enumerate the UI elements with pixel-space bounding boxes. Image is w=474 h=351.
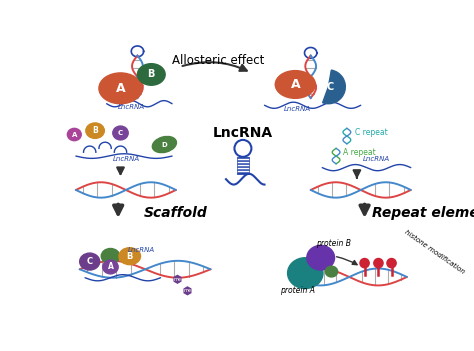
Text: me: me: [183, 288, 191, 293]
Text: Repeat element: Repeat element: [372, 206, 474, 220]
Text: C: C: [87, 257, 93, 266]
Ellipse shape: [67, 128, 81, 141]
Ellipse shape: [325, 266, 337, 277]
Ellipse shape: [307, 245, 335, 270]
Ellipse shape: [99, 73, 142, 104]
Text: B: B: [127, 252, 133, 261]
Circle shape: [387, 258, 396, 268]
Text: A: A: [116, 82, 125, 95]
Text: LncRNA: LncRNA: [118, 104, 145, 110]
Wedge shape: [323, 70, 346, 104]
Text: D: D: [162, 141, 167, 147]
Text: A: A: [108, 263, 113, 271]
Text: LncRNA: LncRNA: [213, 126, 273, 140]
Ellipse shape: [103, 260, 118, 274]
Text: LncRNA: LncRNA: [363, 157, 390, 163]
Text: me: me: [173, 277, 182, 282]
Ellipse shape: [137, 64, 165, 85]
Circle shape: [360, 258, 369, 268]
Text: Scaffold: Scaffold: [144, 206, 207, 220]
Text: protein B: protein B: [316, 239, 351, 249]
Text: LncRNA: LncRNA: [128, 246, 155, 253]
Ellipse shape: [288, 258, 323, 289]
Text: B: B: [92, 126, 98, 135]
Text: histone modification: histone modification: [403, 229, 465, 274]
Ellipse shape: [119, 248, 140, 265]
Ellipse shape: [152, 137, 176, 153]
Text: Allosteric effect: Allosteric effect: [172, 54, 264, 67]
Text: LncRNA: LncRNA: [284, 106, 311, 112]
Text: LncRNA: LncRNA: [112, 157, 139, 163]
Text: C repeat: C repeat: [355, 128, 387, 137]
Text: protein A: protein A: [280, 286, 315, 294]
Polygon shape: [184, 287, 191, 295]
Text: C: C: [326, 82, 334, 92]
Text: A: A: [72, 132, 77, 138]
Circle shape: [374, 258, 383, 268]
Text: B: B: [147, 69, 155, 79]
Polygon shape: [174, 276, 181, 283]
Ellipse shape: [86, 123, 104, 138]
Ellipse shape: [101, 249, 120, 264]
Ellipse shape: [80, 253, 100, 270]
Text: A repeat: A repeat: [343, 148, 376, 157]
Ellipse shape: [275, 71, 315, 98]
Ellipse shape: [113, 126, 128, 140]
Text: A: A: [291, 78, 300, 91]
Text: C: C: [118, 130, 123, 136]
